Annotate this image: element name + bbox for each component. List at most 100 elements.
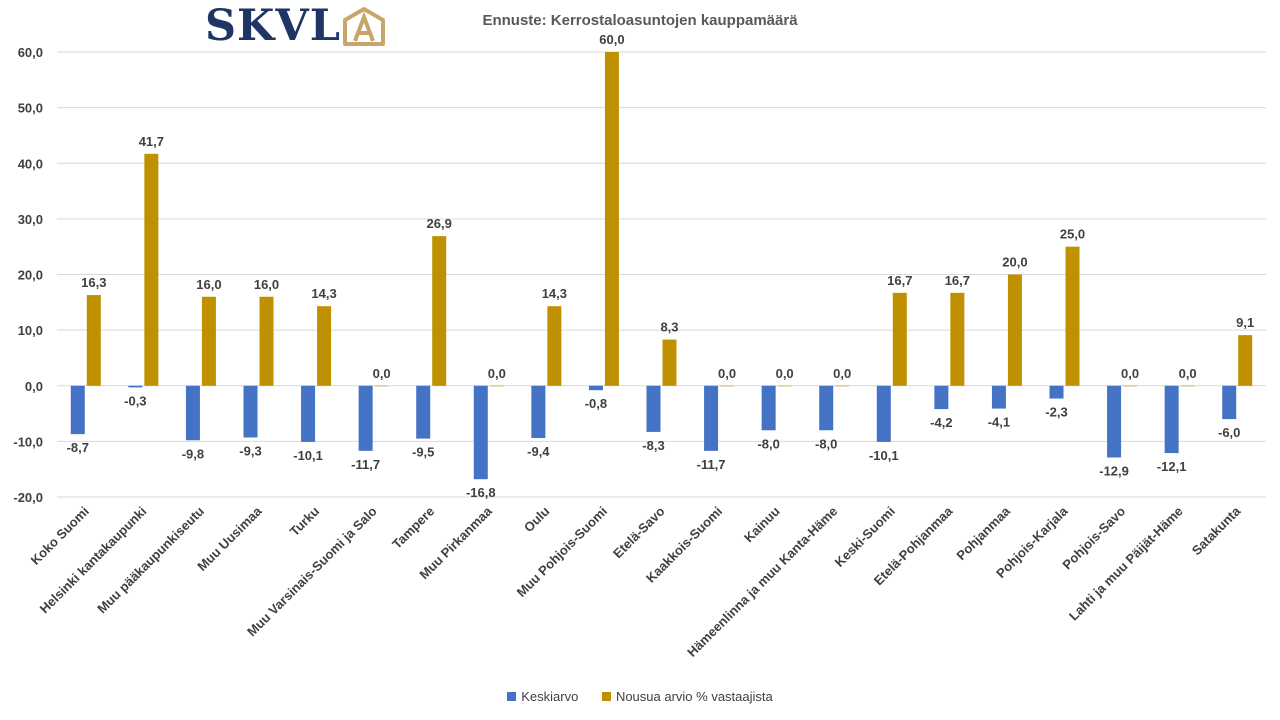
- bar-keskiarvo: [588, 385, 603, 391]
- data-label: -4,2: [930, 415, 952, 430]
- bar-keskiarvo: [128, 385, 143, 388]
- bar-nousua: [86, 295, 101, 386]
- x-tick-label: Helsinki kantakaupunki: [37, 504, 150, 617]
- x-tick-label: Lahti ja muu Päijät-Häme: [1066, 504, 1186, 624]
- data-label: 14,3: [311, 286, 336, 301]
- x-tick-label: Koko Suomi: [28, 504, 92, 568]
- house-a-icon: [343, 7, 385, 46]
- data-label: 26,9: [427, 216, 452, 231]
- data-label: -8,3: [642, 438, 664, 453]
- data-label: -9,3: [239, 443, 261, 458]
- bar-keskiarvo: [531, 385, 546, 439]
- logo-text: SKVL: [205, 1, 342, 51]
- bar-keskiarvo: [301, 385, 316, 442]
- y-tick-label: 30,0: [18, 212, 43, 227]
- bar-nousua: [259, 296, 274, 386]
- data-label: 9,1: [1236, 315, 1254, 330]
- bar-nousua: [144, 153, 159, 386]
- data-label: -2,3: [1045, 405, 1067, 420]
- bar-nousua: [950, 292, 965, 386]
- bar-keskiarvo: [70, 385, 85, 435]
- bar-nousua: [201, 296, 216, 386]
- legend-item-nousua: Nousua arvio % vastaajista: [601, 689, 773, 704]
- data-label: -8,7: [67, 440, 89, 455]
- x-tick-label: Muu pääkaupunkiseutu: [94, 503, 207, 616]
- data-label: -0,3: [124, 393, 146, 408]
- y-tick-label: 60,0: [18, 45, 43, 60]
- bar-nousua: [489, 385, 504, 387]
- bar-nousua: [720, 385, 735, 387]
- bar-keskiarvo: [1164, 385, 1179, 454]
- bar-nousua: [777, 385, 792, 387]
- y-tick-label: -10,0: [13, 434, 43, 449]
- bar-keskiarvo: [646, 385, 661, 432]
- data-label: -12,9: [1099, 464, 1129, 479]
- bar-keskiarvo: [991, 385, 1006, 409]
- bar-nousua: [1123, 385, 1138, 387]
- skvl-logo: SKVL: [205, 4, 395, 48]
- x-tick-label: Kainuu: [741, 503, 783, 545]
- x-tick-label: Turku: [287, 503, 323, 539]
- bar-nousua: [1007, 274, 1022, 386]
- y-tick-label: 50,0: [18, 101, 43, 116]
- x-tick-label: Satakunta: [1189, 503, 1244, 558]
- data-label: 20,0: [1002, 255, 1027, 270]
- bar-nousua: [1065, 246, 1080, 386]
- bar-nousua: [432, 236, 447, 386]
- data-label: -6,0: [1218, 425, 1240, 440]
- x-tick-label: Pohjanmaa: [953, 503, 1013, 563]
- y-tick-label: 20,0: [18, 268, 43, 283]
- data-label: -9,5: [412, 445, 434, 460]
- data-label: 60,0: [599, 32, 624, 47]
- bar-keskiarvo: [473, 385, 488, 480]
- legend-label: Nousua arvio % vastaajista: [615, 689, 773, 704]
- bar-keskiarvo: [185, 385, 200, 441]
- data-label: 0,0: [1179, 366, 1197, 381]
- x-tick-label: Oulu: [521, 503, 553, 535]
- data-label: 0,0: [718, 366, 736, 381]
- bar-keskiarvo: [1049, 385, 1064, 399]
- y-tick-label: -20,0: [13, 490, 43, 505]
- bar-nousua: [547, 306, 562, 386]
- bar-keskiarvo: [243, 385, 258, 438]
- bar-keskiarvo: [704, 385, 719, 451]
- bar-nousua: [317, 306, 332, 386]
- data-label: 0,0: [488, 366, 506, 381]
- data-label: -10,1: [293, 448, 323, 463]
- bar-nousua: [835, 385, 850, 387]
- y-tick-label: 10,0: [18, 323, 43, 338]
- legend-item-keskiarvo: Keskiarvo: [507, 689, 578, 704]
- data-label: -11,7: [697, 457, 726, 472]
- data-label: -8,0: [815, 436, 837, 451]
- bar-keskiarvo: [1107, 385, 1122, 458]
- data-label: 16,7: [945, 273, 970, 288]
- data-label: -9,4: [527, 444, 550, 459]
- bar-keskiarvo: [819, 385, 834, 431]
- chart-legend: Keskiarvo Nousua arvio % vastaajista: [0, 689, 1280, 704]
- data-label: -9,8: [182, 446, 204, 461]
- legend-swatch-blue: [507, 692, 517, 701]
- data-label: -12,1: [1157, 459, 1187, 474]
- data-label: 41,7: [139, 134, 164, 149]
- bar-nousua: [892, 292, 907, 386]
- bar-keskiarvo: [934, 385, 949, 410]
- data-label: -8,0: [757, 436, 779, 451]
- data-label: 16,3: [81, 275, 106, 290]
- bar-keskiarvo: [761, 385, 776, 431]
- legend-label: Keskiarvo: [521, 689, 579, 704]
- data-label: -16,8: [466, 485, 496, 500]
- data-label: 16,0: [254, 277, 279, 292]
- bar-keskiarvo: [876, 385, 891, 442]
- bar-keskiarvo: [358, 385, 373, 451]
- data-label: 14,3: [542, 286, 567, 301]
- y-tick-label: 0,0: [25, 379, 43, 394]
- data-label: 0,0: [1121, 366, 1139, 381]
- bar-keskiarvo: [416, 385, 431, 439]
- data-label: -0,8: [585, 396, 607, 411]
- data-label: -10,1: [869, 448, 899, 463]
- bar-nousua: [374, 385, 389, 387]
- x-tick-label: Tampere: [389, 504, 437, 552]
- data-label: 25,0: [1060, 227, 1085, 242]
- data-label: 0,0: [373, 366, 391, 381]
